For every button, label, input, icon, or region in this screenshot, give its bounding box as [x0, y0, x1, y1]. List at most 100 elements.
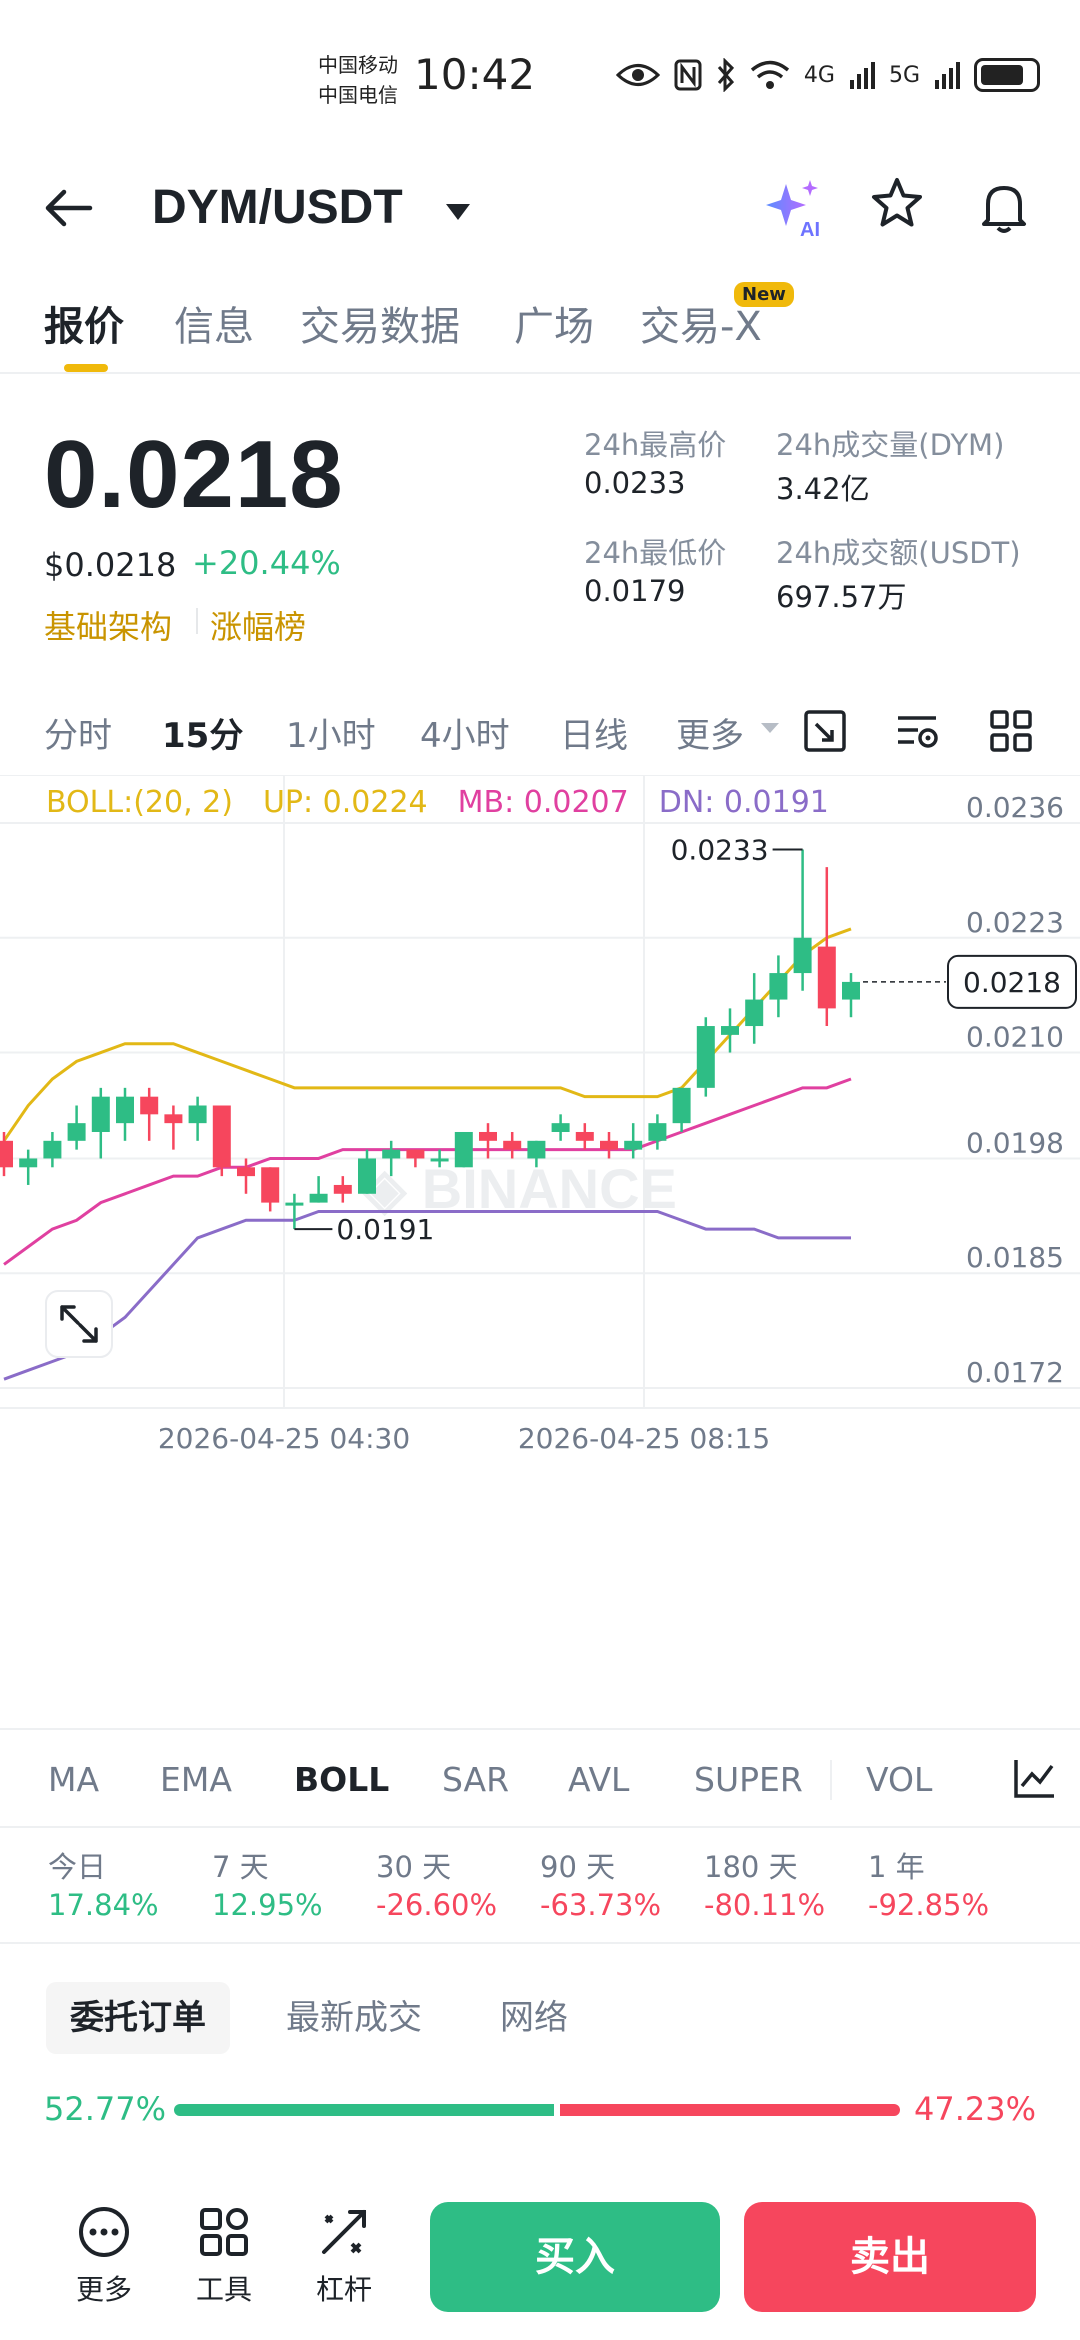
perf-value: -63.73% [540, 1888, 662, 1922]
sell-ratio-bar [560, 2104, 900, 2116]
usd-price: $0.0218 [44, 546, 177, 584]
y-tick-label: 0.0210 [966, 1021, 1064, 1054]
buy-ratio: 52.77% [44, 2090, 167, 2128]
candlestick-chart[interactable]: 0.0236 0.0223 0.0210 0.0198 0.0185 0.0172 2026… [0, 775, 1080, 1735]
buy-button[interactable]: 买入 [430, 2202, 720, 2312]
interval-15m[interactable]: 15分 [162, 716, 244, 756]
interval-time[interactable]: 分时 [44, 716, 112, 756]
candle-body [648, 1123, 667, 1141]
last-price-box [947, 954, 1077, 1009]
favorite-star-icon[interactable] [870, 176, 924, 239]
expand-icon[interactable] [60, 1305, 98, 1343]
boll-up: UP: 0.0224 [262, 785, 428, 820]
y-tick-label: 0.0236 [966, 791, 1064, 824]
candle-body [43, 1140, 62, 1159]
perf-value: -80.11% [704, 1888, 826, 1922]
candle-body [551, 1123, 570, 1132]
stat-amount-value: 697.57万 [776, 580, 907, 614]
tab-network[interactable]: 网络 [500, 1998, 568, 2038]
signal-icon-1 [849, 62, 875, 89]
tab-order-book[interactable]: 委托订单 [46, 1982, 230, 2054]
perf-value: -92.85% [868, 1888, 990, 1922]
status-icons: 4G 5G [615, 58, 1040, 92]
candle-body [793, 937, 812, 974]
last-price: 0.0218 [44, 421, 344, 528]
category-tag-gainers[interactable]: 涨幅榜 [210, 608, 307, 646]
candle-body [842, 981, 860, 1000]
indicator-super[interactable]: SUPER [694, 1760, 803, 1799]
more-dots-icon [79, 2207, 129, 2257]
boll-params: BOLL:(20, 2) [46, 785, 233, 820]
chart-settings-icon[interactable] [802, 708, 848, 754]
leverage-icon [322, 2210, 366, 2254]
candle-body [188, 1105, 207, 1124]
interval-more[interactable]: 更多 [676, 716, 744, 756]
tab-trading-data[interactable]: 交易数据 [300, 304, 460, 350]
candle-body [91, 1096, 110, 1132]
indicator-vol[interactable]: VOL [866, 1760, 933, 1799]
carrier-1: 中国移动 [318, 53, 398, 77]
tab-latest-trades[interactable]: 最新成交 [286, 1998, 422, 2038]
stat-low-label: 24h最低价 [584, 536, 727, 570]
candle-body [382, 1149, 401, 1159]
ai-sparkle-icon[interactable]: AI [764, 178, 828, 241]
bluetooth-icon [717, 58, 734, 92]
nav-more[interactable]: 更多 [64, 2204, 144, 2308]
interval-1h[interactable]: 1小时 [286, 716, 376, 756]
indicator-avl[interactable]: AVL [568, 1760, 630, 1799]
indicator-chart-icon[interactable] [1010, 1754, 1058, 1802]
stat-amount-label: 24h成交额(USDT) [776, 536, 1021, 570]
back-arrow-icon[interactable] [42, 182, 94, 243]
battery-icon [974, 58, 1040, 92]
bell-icon[interactable] [976, 180, 1032, 236]
main-tabs: 报价 信息 交易数据 广场 交易-X [0, 280, 1080, 374]
candle-body [721, 1026, 739, 1035]
tools-grid-icon [200, 2208, 248, 2256]
indicator-ema[interactable]: EMA [160, 1760, 232, 1799]
stat-volume-value: 3.42亿 [776, 472, 870, 506]
interval-daily[interactable]: 日线 [560, 716, 628, 756]
sell-button[interactable]: 卖出 [744, 2202, 1036, 2312]
perf-label: 1 年 [868, 1850, 925, 1884]
candle-body [624, 1140, 643, 1150]
more-caret-icon[interactable] [758, 720, 782, 736]
grid-layout-icon[interactable] [988, 708, 1034, 754]
new-badge: New [734, 282, 794, 307]
nav-leverage[interactable]: 杠杆 [304, 2204, 384, 2308]
chevron-down-icon[interactable] [444, 196, 472, 229]
interval-4h[interactable]: 4小时 [420, 716, 510, 756]
pair-selector[interactable]: DYM/USDT [152, 181, 403, 234]
stat-volume-label: 24h成交量(DYM) [776, 428, 1005, 462]
tab-info[interactable]: 信息 [174, 304, 254, 350]
candle-body [358, 1158, 376, 1194]
candle-body [817, 946, 836, 1009]
stat-high-label: 24h最高价 [584, 428, 727, 462]
perf-label: 7 天 [212, 1850, 269, 1884]
indicator-ma[interactable]: MA [48, 1760, 100, 1799]
signal-icon-2 [935, 62, 960, 89]
boll-mb: MB: 0.0207 [457, 785, 629, 820]
stat-high-value: 0.0233 [584, 466, 686, 500]
indicator-sar[interactable]: SAR [442, 1760, 510, 1799]
buy-ratio-bar [174, 2104, 554, 2116]
chart-canvas[interactable]: 0.0236 0.0223 0.0210 0.0198 0.0185 0.0172 2026… [0, 776, 1080, 1736]
tab-quote[interactable]: 报价 [44, 304, 124, 350]
boll-legend: BOLL:(20, 2) UP: 0.0224 MB: 0.0207 DN: 0… [46, 785, 829, 820]
status-time: 10:42 [414, 50, 536, 99]
candle-body [333, 1184, 352, 1194]
nav-tools[interactable]: 工具 [184, 2204, 264, 2308]
candle-body [527, 1140, 546, 1159]
network-5g: 5G [888, 62, 920, 88]
tab-trade-x[interactable]: 交易-X [640, 304, 762, 350]
candle-body [454, 1131, 473, 1168]
candle-body [769, 973, 788, 1000]
network-4g: 4G [803, 62, 835, 88]
indicator-boll[interactable]: BOLL [294, 1760, 390, 1799]
tab-square[interactable]: 广场 [514, 304, 594, 350]
category-tag-infrastructure[interactable]: 基础架构 [44, 608, 173, 646]
stat-low-value: 0.0179 [584, 574, 686, 608]
perf-value: -26.60% [376, 1888, 498, 1922]
candle-body [503, 1140, 522, 1150]
indicator-settings-icon[interactable] [894, 708, 940, 754]
status-bar: 中国移动 中国电信 10:42 4G 5G [0, 0, 1080, 150]
